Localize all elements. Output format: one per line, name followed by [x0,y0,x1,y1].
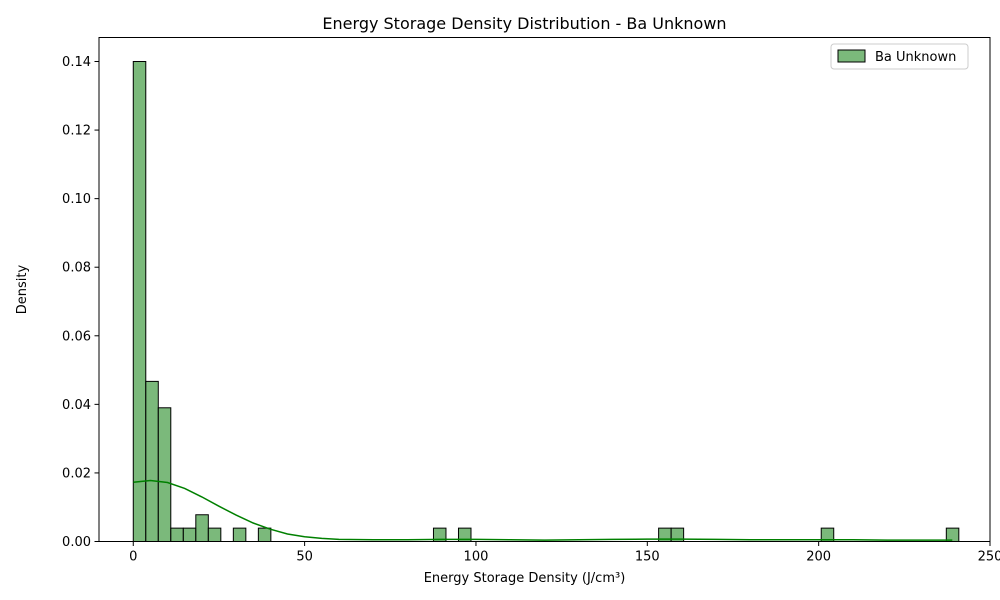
y-tick-label: 0.12 [62,124,91,139]
histogram-bar [132,61,147,542]
kde-layer [133,479,953,541]
legend-label: Ba Unknown [875,50,956,65]
x-tick-label: 200 [806,550,831,565]
legend-swatch [837,49,866,63]
bars-layer [132,61,960,543]
histogram-bar [207,527,222,543]
x-tick-label: 50 [296,550,313,565]
y-tick-label: 0.10 [62,192,91,207]
chart-title: Energy Storage Density Distribution - Ba… [322,14,726,33]
histogram-bar [195,514,209,542]
histogram-bar [145,380,159,542]
x-tick-label: 100 [464,550,489,565]
histogram-bar [170,527,184,543]
histogram-bar [232,527,247,543]
x-axis-label: Energy Storage Density (J/cm³) [424,571,626,586]
y-axis-label: Density [15,264,30,314]
x-tick-label: 150 [635,550,660,565]
histogram-bar [257,527,272,543]
x-tick-label: 0 [129,550,137,565]
x-tick-label: 250 [978,550,1000,565]
y-tick-label: 0.14 [62,55,91,70]
histogram-bar [157,407,172,542]
plot-frame [98,37,991,542]
x-axis: 0 50 100 150 200 250 [129,541,1000,565]
y-tick-label: 0.02 [62,466,91,481]
y-tick-label: 0.06 [62,329,91,344]
y-tick-label: 0.00 [62,535,91,550]
y-tick-label: 0.04 [62,398,91,413]
legend: Ba Unknown [830,43,969,70]
histogram-bar [182,527,197,543]
y-axis: 0.00 0.02 0.04 0.06 0.08 0.10 0.12 0.14 [62,55,99,550]
kde-line [133,479,953,541]
y-tick-label: 0.08 [62,261,91,276]
